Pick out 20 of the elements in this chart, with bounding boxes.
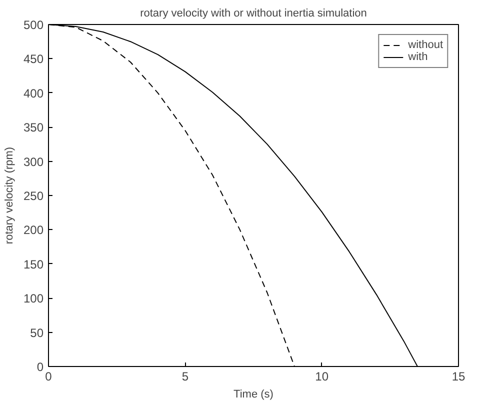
y-tick-label: 100	[23, 292, 44, 306]
y-tick-label: 450	[23, 52, 44, 66]
y-tick-label: 50	[30, 326, 44, 340]
y-tick-label: 0	[36, 360, 44, 374]
y-tick-label: 150	[23, 257, 44, 272]
y-axis-title: rotary velocity (rpm)	[3, 146, 16, 244]
x-tick-label: 15	[452, 370, 466, 384]
x-tick-label: 0	[45, 370, 52, 384]
x-axis-title: Time (s)	[234, 388, 274, 400]
y-tick-label: 300	[23, 154, 44, 169]
legend-label: without	[408, 39, 443, 51]
x-tick-label: 5	[182, 370, 189, 384]
chart-title: rotary velocity with or without inertia simulation	[140, 8, 367, 20]
x-tick-label: 10	[315, 370, 329, 384]
y-tick-label: 400	[23, 86, 44, 100]
y-tick-label: 250	[23, 189, 44, 203]
y-tick-label: 350	[23, 120, 44, 135]
y-tick-label: 500	[23, 18, 44, 32]
y-tick-label: 200	[23, 223, 44, 238]
legend-label: with	[408, 51, 428, 63]
